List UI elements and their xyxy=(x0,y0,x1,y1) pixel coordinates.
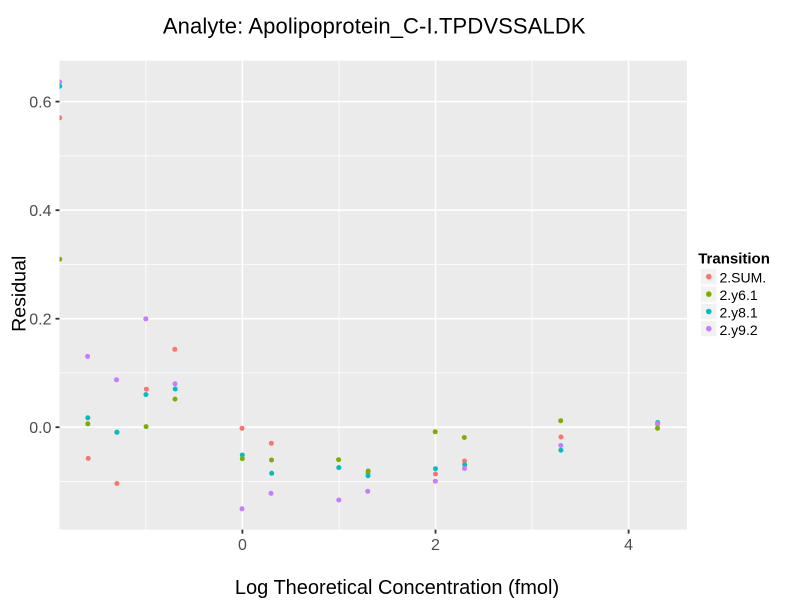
svg-text:2: 2 xyxy=(431,537,440,554)
svg-text:0.0: 0.0 xyxy=(29,420,51,437)
svg-text:Analyte: Apolipoprotein_C-I.TP: Analyte: Apolipoprotein_C-I.TPDVSSALDK xyxy=(163,14,586,39)
svg-text:2.y8.1: 2.y8.1 xyxy=(720,305,758,321)
svg-text:0: 0 xyxy=(238,537,247,554)
svg-text:0.2: 0.2 xyxy=(29,311,51,328)
svg-text:2.y6.1: 2.y6.1 xyxy=(720,287,758,303)
svg-text:2.y9.2: 2.y9.2 xyxy=(720,322,758,338)
svg-text:4: 4 xyxy=(624,537,633,554)
svg-text:Transition: Transition xyxy=(698,251,770,268)
svg-text:0.6: 0.6 xyxy=(29,94,51,111)
svg-text:Residual: Residual xyxy=(9,256,31,332)
svg-text:2.SUM.: 2.SUM. xyxy=(720,270,767,286)
svg-text:Log Theoretical Concentration: Log Theoretical Concentration (fmol) xyxy=(235,577,559,599)
svg-text:0.4: 0.4 xyxy=(29,203,51,220)
